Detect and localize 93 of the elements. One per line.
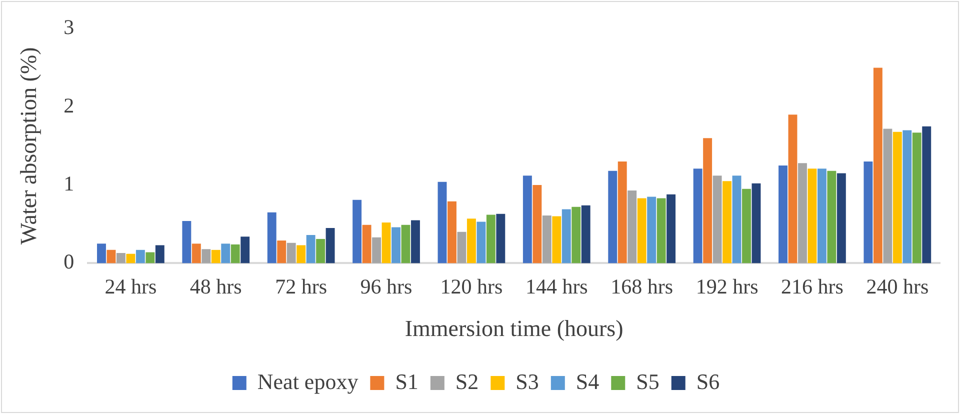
y-tick-label: 1: [64, 172, 74, 196]
bar: [693, 168, 702, 264]
x-tick-label: 144 hrs: [525, 274, 588, 298]
bar: [352, 200, 362, 264]
bar: [532, 185, 542, 264]
bar: [155, 245, 164, 264]
x-axis-title: Immersion time (hours): [404, 316, 624, 342]
bar: [230, 244, 240, 264]
x-tick-label: 120 hrs: [440, 274, 503, 298]
bar: [712, 176, 722, 264]
bar: [732, 176, 742, 264]
x-tick-label: 240 hrs: [866, 274, 929, 298]
bar: [873, 68, 882, 264]
bar: [457, 232, 466, 264]
bar: [647, 196, 656, 264]
bar: [752, 183, 761, 264]
bar: [240, 236, 250, 264]
legend-label: S2: [455, 368, 479, 394]
bar: [306, 235, 316, 264]
bar: [410, 220, 420, 264]
bar: [211, 250, 220, 264]
bar: [522, 176, 532, 264]
bar: [703, 138, 712, 264]
x-tick-label: 216 hrs: [781, 274, 844, 298]
bar: [267, 212, 276, 264]
bar: [182, 220, 192, 264]
x-tick-label: 168 hrs: [610, 274, 674, 298]
bar: [448, 201, 456, 264]
bar: [286, 242, 296, 264]
bar: [892, 132, 902, 264]
bar: [438, 182, 447, 264]
bar: [362, 224, 372, 264]
bar: [562, 209, 571, 264]
legend-label: S3: [516, 368, 539, 394]
bar: [628, 190, 637, 264]
bar: [581, 205, 590, 264]
bar: [466, 218, 476, 264]
bar: [277, 240, 286, 264]
bar: [722, 181, 732, 264]
bar: [637, 198, 646, 264]
bar: [192, 244, 201, 264]
bar: [912, 132, 922, 264]
y-tick-label: 0: [64, 250, 74, 274]
bar: [316, 238, 326, 264]
bar: [666, 194, 676, 264]
bar: [817, 168, 826, 264]
x-tick-label: 96 hrs: [360, 274, 412, 298]
bar: [382, 222, 391, 264]
y-tick-label: 2: [64, 93, 74, 118]
bar: [656, 198, 666, 264]
bar: [836, 173, 846, 264]
x-tick-label: 48 hrs: [190, 274, 242, 298]
bar: [116, 253, 126, 264]
x-tick-label: 192 hrs: [696, 274, 758, 298]
bar: [97, 244, 106, 264]
legend-label: Neat epoxy: [257, 368, 358, 394]
bar: [552, 216, 562, 264]
bar: [742, 188, 751, 264]
bar: [496, 214, 506, 264]
bar: [618, 162, 627, 264]
bar: [808, 168, 817, 264]
bar: [372, 237, 382, 264]
bar: [778, 165, 788, 264]
bar: [392, 227, 400, 264]
legend-label: S5: [636, 368, 660, 394]
bar: [401, 224, 410, 264]
bar: [221, 244, 230, 264]
bar: [798, 163, 807, 264]
legend-label: S6: [696, 368, 720, 394]
bar: [788, 114, 798, 264]
bar: [572, 206, 581, 264]
bar: [136, 250, 145, 264]
bar: [296, 245, 306, 264]
legend-label: S1: [395, 368, 418, 394]
bar: [106, 250, 116, 264]
bar: [476, 222, 486, 264]
bar: [486, 214, 496, 264]
bar: [864, 162, 873, 264]
bar: [326, 228, 335, 264]
bar: [883, 128, 892, 264]
bar: [902, 130, 912, 264]
bar: [202, 249, 211, 264]
legend-label: S4: [576, 368, 600, 394]
y-axis-title: Water absorption (%): [16, 47, 41, 245]
x-tick-label: 24 hrs: [104, 274, 157, 298]
bar: [542, 216, 552, 264]
y-tick-label: 3: [64, 15, 74, 40]
bar: [126, 254, 136, 264]
x-tick-label: 72 hrs: [275, 274, 328, 298]
bar: [146, 252, 155, 264]
bar: [922, 126, 932, 264]
bar: [608, 170, 618, 264]
bar: [827, 170, 836, 264]
